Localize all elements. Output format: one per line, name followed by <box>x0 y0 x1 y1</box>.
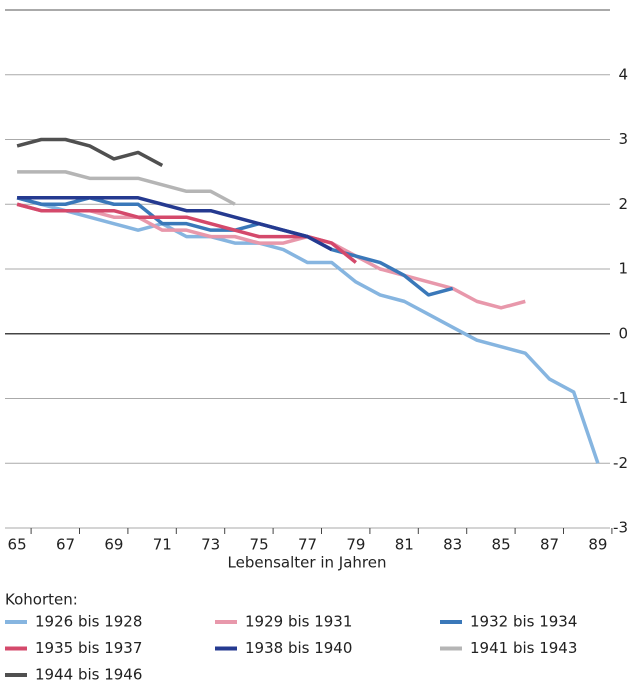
x-tick-label: 87 <box>540 536 559 554</box>
legend-label: 1944 bis 1946 <box>35 666 142 683</box>
x-tick-label: 83 <box>443 536 462 554</box>
legend-label: 1929 bis 1931 <box>245 613 352 631</box>
legend-label: 1932 bis 1934 <box>470 613 577 631</box>
legend-label: 1941 bis 1943 <box>470 639 577 657</box>
series-line <box>17 170 236 206</box>
y-tick-label: -1 <box>613 389 628 407</box>
x-tick-label: 79 <box>346 536 365 554</box>
x-tick-label: 69 <box>104 536 123 554</box>
x-axis-label: Lebensalter in Jahren <box>228 554 387 572</box>
series-line <box>16 202 357 264</box>
y-tick-label: 2 <box>618 195 628 213</box>
y-tick-label: -2 <box>613 454 628 472</box>
x-tick-label: 75 <box>250 536 269 554</box>
x-tick-label: 67 <box>56 536 75 554</box>
y-tick-label: 1 <box>618 260 628 278</box>
x-tick-label: 85 <box>492 536 511 554</box>
y-tick-label: 0 <box>618 324 628 342</box>
y-tick-label: 4 <box>618 65 628 83</box>
legend-label: 1926 bis 1928 <box>35 613 142 631</box>
x-tick-label: 65 <box>8 536 27 554</box>
legend-title: Kohorten: <box>5 591 78 609</box>
x-tick-label: 81 <box>395 536 414 554</box>
x-tick-label: 71 <box>153 536 172 554</box>
series-line <box>17 196 333 252</box>
series-line <box>16 202 526 310</box>
y-tick-label: -3 <box>613 519 628 537</box>
series-line <box>16 137 164 167</box>
legend-label: 1935 bis 1937 <box>35 639 142 657</box>
series-line <box>16 196 600 464</box>
y-tick-label: 3 <box>618 130 628 148</box>
legend-label: 1938 bis 1940 <box>245 639 352 657</box>
x-tick-label: 89 <box>588 536 607 554</box>
x-tick-label: 73 <box>201 536 220 554</box>
x-tick-label: 77 <box>298 536 317 554</box>
